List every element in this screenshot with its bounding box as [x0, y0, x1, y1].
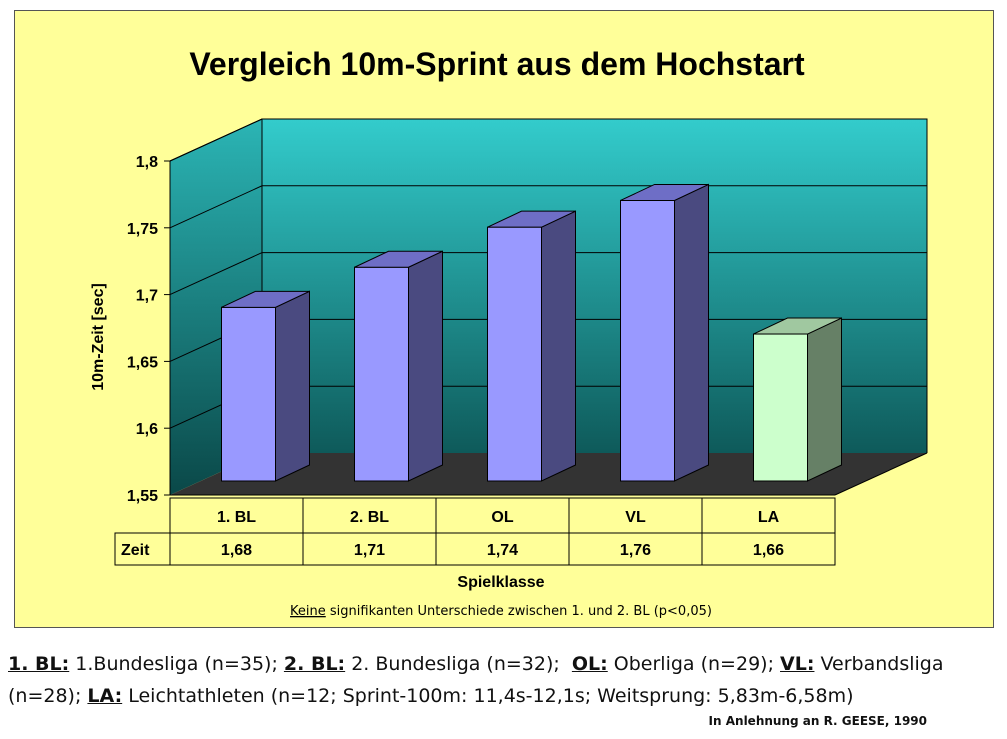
bar-la: [753, 317, 842, 482]
significance-note-text: signifikanten Unterschiede zwischen 1. u…: [326, 604, 712, 619]
x-category-label: 2. BL: [350, 509, 389, 526]
bar-ol: [487, 210, 576, 482]
bar-top: [354, 250, 443, 268]
bar-top: [753, 317, 842, 335]
bar-side: [674, 183, 709, 482]
y-tick-label: 1,8: [136, 154, 158, 171]
bar-top: [487, 210, 576, 228]
y-tick-label: 1,65: [127, 354, 158, 371]
y-tick-label: 1,6: [136, 421, 158, 438]
y-tick-label: 1,55: [127, 488, 158, 505]
data-value-label: 1,66: [753, 542, 784, 559]
legend-ol-text: Oberliga (n=29);: [607, 653, 774, 675]
legend-bl2-abbr: 2. BL:: [283, 653, 346, 675]
floor-edge: [834, 452, 928, 496]
legend: 1. BL: 1.Bundesliga (n=35); 2. BL: 2. Bu…: [8, 648, 998, 712]
legend-la-abbr: LA:: [87, 685, 123, 707]
bar-front: [487, 226, 542, 482]
x-category-label: OL: [491, 509, 513, 526]
legend-la-text: Leichtathleten (n=12; Sprint-100m: 11,4s…: [122, 685, 854, 707]
legend-vl-abbr: VL:: [780, 653, 815, 675]
data-value-label: 1,68: [221, 542, 252, 559]
bar-front: [354, 266, 409, 482]
y-tick-label: 1,75: [127, 221, 158, 238]
bar-top: [221, 290, 310, 308]
bar-front: [753, 333, 808, 482]
bar-chart: 1,55 1,6 1,65 1,7 1,75 1,8 Zeit 1. BL 1,68 2. BL…: [90, 46, 928, 619]
legend-vl-text: Verbandsliga (n=28);: [8, 653, 944, 707]
bar-top: [620, 183, 709, 201]
legend-bl1-abbr: 1. BL:: [8, 653, 70, 675]
y-tick-label: 1,7: [136, 288, 158, 305]
chart-title: Vergleich 10m-Sprint aus dem Hochstart: [189, 46, 805, 82]
bar-front: [221, 306, 276, 482]
bar-side: [408, 250, 443, 482]
chart-panel: 1,55 1,6 1,65 1,7 1,75 1,8 Zeit 1. BL 1,68 2. BL…: [14, 10, 994, 628]
bar-side: [275, 290, 310, 482]
significance-note-underlined: Keine: [290, 604, 326, 619]
bar-2bl: [354, 250, 443, 482]
legend-bl1-text: 1.Bundesliga (n=35);: [69, 653, 278, 675]
bar-vl: [620, 183, 709, 482]
table-value-row: [114, 532, 836, 566]
data-value-label: 1,76: [620, 542, 651, 559]
legend-bl2-text: 2. Bundesliga (n=32);: [345, 653, 560, 675]
x-category-label: LA: [758, 509, 780, 526]
table-row-label: Zeit: [121, 542, 150, 559]
data-value-label: 1,71: [354, 542, 385, 559]
significance-note: Keine signifikanten Unterschiede zwische…: [290, 604, 712, 619]
x-category-label: VL: [625, 509, 646, 526]
bar-side: [541, 210, 576, 482]
credit-note: In Anlehnung an R. GEESE, 1990: [708, 714, 927, 728]
bar-1bl: [221, 290, 310, 482]
data-value-label: 1,74: [487, 542, 518, 559]
x-axis-label: Spielklasse: [457, 574, 544, 591]
wall-outline: [169, 118, 928, 453]
legend-ol-abbr: OL:: [571, 653, 608, 675]
bar-side: [807, 317, 842, 482]
x-category-label: 1. BL: [217, 509, 256, 526]
bar-front: [620, 199, 675, 482]
y-axis-label: 10m-Zeit [sec]: [90, 283, 107, 391]
